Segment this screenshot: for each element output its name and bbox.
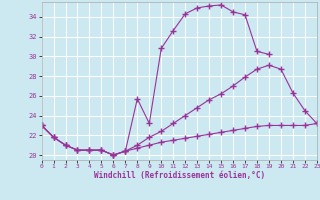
X-axis label: Windchill (Refroidissement éolien,°C): Windchill (Refroidissement éolien,°C) — [94, 171, 265, 180]
